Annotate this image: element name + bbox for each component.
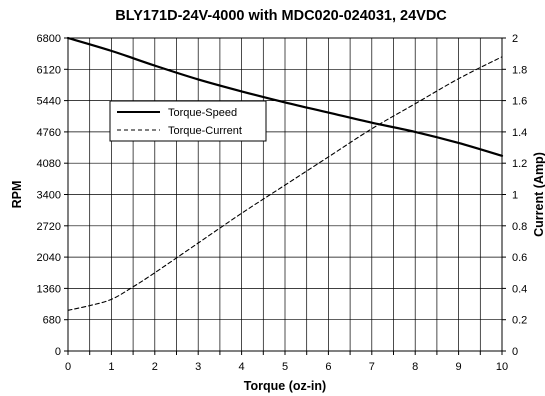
- x-axis-title: Torque (oz-in): [244, 379, 326, 393]
- y-tick-label: 5440: [37, 96, 61, 108]
- y2-tick-label: 0: [512, 346, 518, 358]
- x-tick-label: 8: [412, 361, 418, 373]
- x-tick-label: 7: [369, 361, 375, 373]
- plot-border: [67, 37, 503, 352]
- y-axis-title: RPM: [10, 181, 24, 209]
- y-tick-label: 680: [43, 315, 61, 327]
- y2-tick-label: 1.8: [512, 64, 527, 76]
- y-tick-label: 4080: [37, 158, 61, 170]
- x-tick-label: 4: [239, 361, 245, 373]
- y2-axis-title: Current (Amp): [532, 152, 545, 237]
- y-tick-label: 2720: [37, 221, 61, 233]
- tick-labels: 0 1 2 3 4 5 6 7 8 9 100680136020402720340040804760…: [37, 33, 528, 373]
- x-tick-label: 2: [152, 361, 158, 373]
- series: [66, 36, 504, 311]
- x-tick-label: 10: [496, 361, 508, 373]
- x-tick-label: 0: [65, 361, 71, 373]
- y-tick-label: 2040: [37, 252, 61, 264]
- legend-box: [109, 100, 267, 142]
- y2-tick-label: 0.2: [512, 315, 527, 327]
- y-tick-label: 0: [55, 346, 61, 358]
- y2-tick-label: 0.6: [512, 252, 527, 264]
- chart-title: BLY171D-24V-4000 with MDC020-024031, 24V…: [115, 8, 447, 24]
- y-tick-label: 3400: [37, 190, 61, 202]
- y2-tick-label: 1.2: [512, 158, 527, 170]
- legend: Torque-Speed Torque-Current: [109, 100, 267, 142]
- x-tick-label: 6: [325, 361, 331, 373]
- legend-label-torque-speed: Torque-Speed: [168, 107, 237, 119]
- y-tick-label: 1360: [37, 283, 61, 295]
- y-tick-label: 6800: [37, 33, 61, 45]
- y2-tick-label: 1: [512, 190, 518, 202]
- x-tick-label: 5: [282, 361, 288, 373]
- y2-tick-label: 1.4: [512, 127, 527, 139]
- legend-label-torque-current: Torque-Current: [168, 125, 242, 137]
- y2-tick-label: 1.6: [512, 96, 527, 108]
- y-tick-label: 4760: [37, 127, 61, 139]
- x-tick-label: 1: [108, 361, 114, 373]
- series-line-torque-speed: [66, 36, 504, 157]
- y2-tick-label: 0.8: [512, 221, 527, 233]
- x-tick-label: 9: [456, 361, 462, 373]
- series-line-torque-current: [67, 56, 503, 311]
- y2-tick-label: 2: [512, 33, 518, 45]
- x-tick-label: 3: [195, 361, 201, 373]
- y2-tick-label: 0.4: [512, 283, 527, 295]
- y-tick-label: 6120: [37, 64, 61, 76]
